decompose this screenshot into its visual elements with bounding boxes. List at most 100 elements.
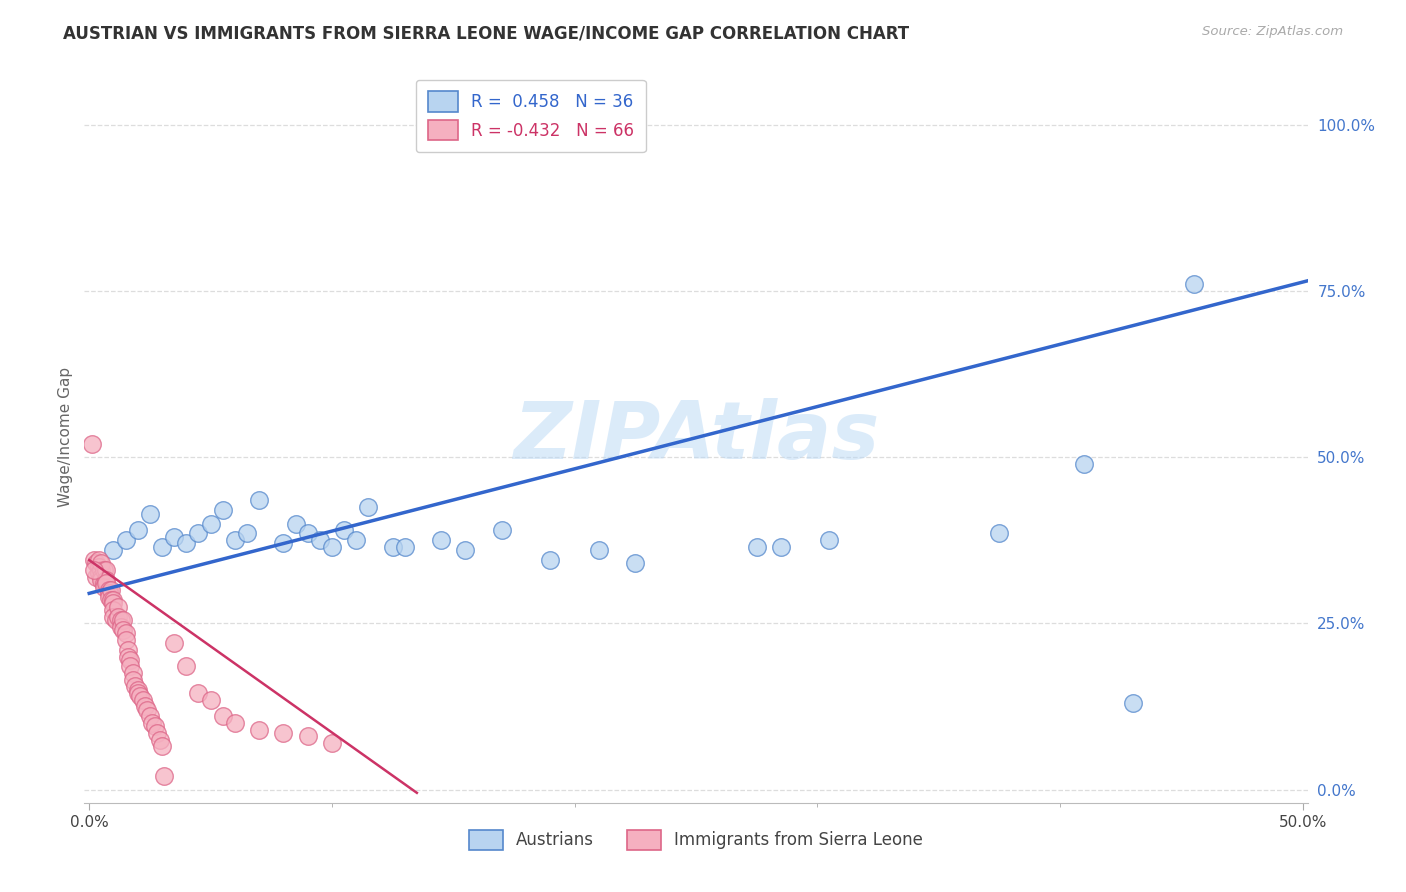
Legend: Austrians, Immigrants from Sierra Leone: Austrians, Immigrants from Sierra Leone	[463, 823, 929, 856]
Point	[273, 726, 295, 740]
Text: ZIPAtlas: ZIPAtlas	[513, 398, 879, 476]
Point	[236, 526, 259, 541]
Point	[1073, 457, 1095, 471]
Point	[150, 540, 173, 554]
Point	[146, 726, 169, 740]
Point	[224, 533, 246, 548]
Point	[103, 593, 125, 607]
Point	[297, 526, 319, 541]
Point	[321, 736, 343, 750]
Point	[153, 769, 176, 783]
Point	[200, 516, 222, 531]
Point	[454, 543, 477, 558]
Point	[96, 563, 118, 577]
Point	[87, 553, 110, 567]
Point	[90, 573, 112, 587]
Point	[247, 493, 270, 508]
Point	[96, 573, 118, 587]
Point	[381, 540, 404, 554]
Point	[80, 436, 103, 450]
Point	[124, 680, 146, 694]
Point	[122, 673, 145, 687]
Point	[87, 566, 110, 581]
Point	[86, 570, 108, 584]
Point	[103, 609, 125, 624]
Point	[136, 703, 159, 717]
Point	[321, 540, 343, 554]
Point	[129, 690, 152, 704]
Point	[97, 590, 120, 604]
Point	[297, 729, 319, 743]
Point	[96, 576, 118, 591]
Point	[83, 563, 105, 577]
Point	[394, 540, 416, 554]
Text: Source: ZipAtlas.com: Source: ZipAtlas.com	[1202, 25, 1343, 38]
Point	[127, 523, 149, 537]
Point	[93, 576, 115, 591]
Point	[139, 709, 162, 723]
Point	[333, 523, 356, 537]
Point	[187, 686, 209, 700]
Point	[93, 563, 115, 577]
Point	[112, 623, 135, 637]
Point	[1182, 277, 1205, 292]
Point	[86, 557, 108, 571]
Point	[143, 719, 166, 733]
Point	[110, 613, 132, 627]
Y-axis label: Wage/Income Gap: Wage/Income Gap	[58, 367, 73, 508]
Point	[114, 632, 136, 647]
Point	[100, 582, 122, 597]
Point	[103, 543, 125, 558]
Point	[163, 530, 186, 544]
Point	[90, 563, 112, 577]
Point	[120, 653, 142, 667]
Point	[107, 609, 129, 624]
Point	[538, 553, 561, 567]
Point	[200, 692, 222, 706]
Point	[112, 613, 135, 627]
Point	[97, 582, 120, 597]
Point	[308, 533, 330, 548]
Point	[114, 626, 136, 640]
Point	[174, 536, 197, 550]
Point	[174, 659, 197, 673]
Point	[139, 507, 162, 521]
Point	[117, 649, 139, 664]
Point	[149, 732, 172, 747]
Point	[745, 540, 768, 554]
Text: AUSTRIAN VS IMMIGRANTS FROM SIERRA LEONE WAGE/INCOME GAP CORRELATION CHART: AUSTRIAN VS IMMIGRANTS FROM SIERRA LEONE…	[63, 25, 910, 43]
Point	[247, 723, 270, 737]
Point	[491, 523, 513, 537]
Point	[117, 643, 139, 657]
Point	[93, 580, 115, 594]
Point	[769, 540, 792, 554]
Point	[100, 593, 122, 607]
Point	[150, 739, 173, 754]
Point	[163, 636, 186, 650]
Point	[224, 716, 246, 731]
Point	[83, 553, 105, 567]
Point	[344, 533, 367, 548]
Point	[87, 559, 110, 574]
Point	[120, 659, 142, 673]
Point	[141, 716, 163, 731]
Point	[818, 533, 841, 548]
Point	[122, 666, 145, 681]
Point	[134, 699, 156, 714]
Point	[131, 692, 153, 706]
Point	[104, 613, 127, 627]
Point	[988, 526, 1011, 541]
Point	[624, 557, 647, 571]
Point	[127, 686, 149, 700]
Point	[97, 586, 120, 600]
Point	[187, 526, 209, 541]
Point	[284, 516, 307, 531]
Point	[211, 709, 233, 723]
Point	[211, 503, 233, 517]
Point	[90, 557, 112, 571]
Point	[103, 603, 125, 617]
Point	[114, 533, 136, 548]
Point	[357, 500, 380, 514]
Point	[1122, 696, 1144, 710]
Point	[127, 682, 149, 697]
